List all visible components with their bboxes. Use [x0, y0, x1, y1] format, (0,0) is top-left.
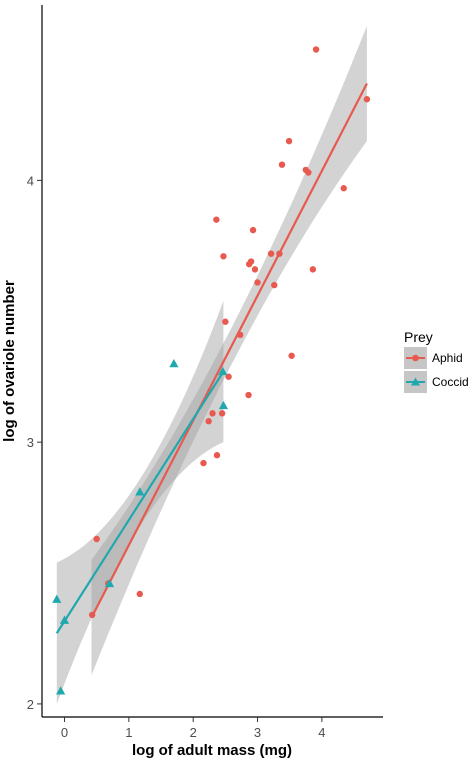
point-coccid: [56, 686, 66, 695]
point-aphid: [200, 459, 207, 467]
x-tick-label: 3: [254, 725, 261, 740]
point-coccid: [218, 366, 228, 376]
point-coccid: [135, 487, 145, 496]
y-ticks: 2 3 4: [27, 173, 42, 712]
y-tick-label: 2: [27, 697, 34, 712]
point-aphid: [213, 216, 220, 223]
point-aphid: [278, 161, 286, 168]
point-aphid: [218, 410, 226, 417]
point-aphid: [209, 410, 216, 417]
point-coccid: [52, 594, 62, 603]
fit-line-coccid: [55, 370, 225, 634]
point-aphid: [312, 46, 320, 53]
point-aphid: [363, 96, 371, 103]
point-aphid: [93, 535, 100, 543]
legend-label-coccid: Coccid: [432, 375, 469, 389]
point-coccid: [104, 578, 115, 588]
point-aphid: [254, 279, 261, 286]
point-aphid: [288, 352, 295, 359]
x-axis-title: log of adult mass (mg): [132, 742, 292, 759]
x-tick-label: 2: [190, 725, 197, 740]
point-aphid: [236, 331, 244, 339]
legend-key-marker: [412, 354, 419, 362]
point-aphid: [220, 253, 227, 260]
point-aphid: [251, 266, 259, 273]
point-aphid: [305, 169, 312, 176]
point-aphid: [267, 250, 275, 257]
y-tick-label: 3: [27, 435, 34, 450]
point-coccid: [59, 615, 70, 624]
point-aphid: [249, 226, 257, 234]
point-aphid: [271, 281, 278, 289]
point-aphid: [222, 318, 229, 325]
legend: Prey Aphid Coccid: [404, 329, 469, 393]
point-aphid: [136, 590, 143, 598]
point-aphid: [205, 418, 212, 425]
point-aphid: [285, 137, 293, 145]
point-aphid: [247, 258, 255, 265]
y-axis-title: log of ovariole number: [1, 280, 18, 442]
confidence-bands: [56, 25, 367, 704]
point-aphid: [245, 391, 252, 399]
regression-lines: [55, 83, 368, 634]
legend-title: Prey: [404, 329, 433, 345]
data-points: [52, 46, 371, 695]
point-aphid: [340, 185, 347, 192]
point-aphid: [88, 611, 96, 619]
x-tick-label: 0: [61, 725, 68, 740]
point-aphid: [309, 266, 317, 273]
legend-key-marker: [411, 377, 420, 386]
point-aphid: [213, 452, 221, 459]
fit-line-aphid: [90, 83, 368, 619]
legend-keys: Aphid Coccid: [404, 347, 469, 393]
x-tick-label: 4: [318, 725, 325, 740]
x-tick-label: 1: [125, 725, 132, 740]
point-aphid: [276, 250, 283, 257]
point-coccid: [169, 359, 179, 368]
y-tick-label: 4: [27, 173, 34, 188]
legend-label-aphid: Aphid: [432, 351, 463, 365]
x-ticks: 0 1 2 3 4: [61, 717, 325, 740]
point-coccid: [218, 400, 229, 410]
